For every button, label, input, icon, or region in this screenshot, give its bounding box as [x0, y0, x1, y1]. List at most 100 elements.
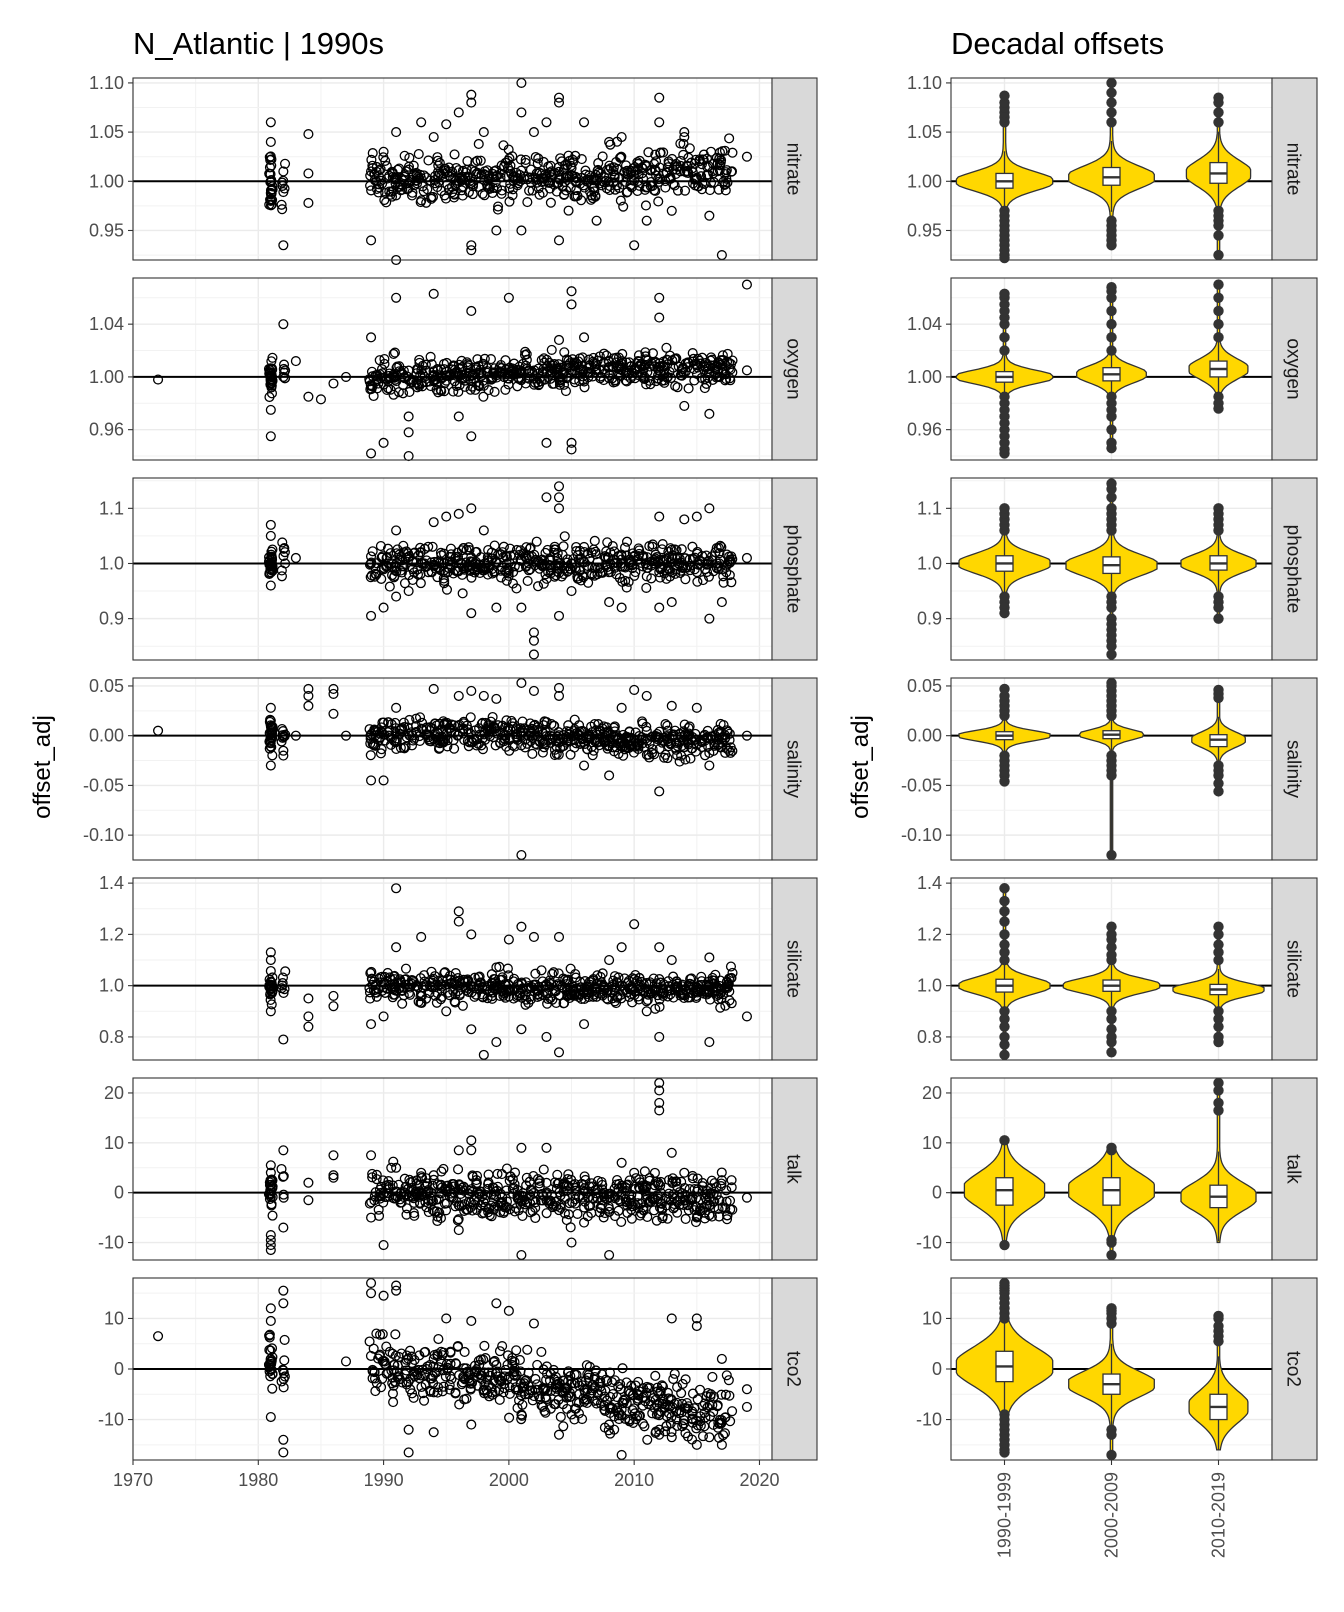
- data-point: [524, 185, 535, 196]
- data-point: [411, 557, 422, 568]
- data-point: [520, 154, 531, 165]
- data-point: [539, 357, 550, 368]
- y-tick-label: 10: [104, 1133, 124, 1153]
- data-point: [399, 150, 410, 161]
- y-tick-label: 1.0: [99, 976, 124, 996]
- data-point: [278, 363, 289, 375]
- data-point: [503, 568, 514, 579]
- outlier-point: [999, 607, 1010, 619]
- data-point: [379, 358, 390, 369]
- y-tick-label: 1.4: [99, 873, 124, 893]
- data-point: [654, 117, 665, 128]
- data-point: [741, 279, 752, 290]
- data-point: [541, 117, 552, 128]
- data-point: [279, 183, 290, 194]
- data-point: [266, 382, 277, 393]
- data-point: [265, 404, 276, 415]
- data-point: [500, 384, 511, 395]
- data-point: [425, 351, 436, 362]
- data-point: [649, 185, 660, 196]
- outlier-point: [1213, 305, 1224, 317]
- data-point: [477, 188, 488, 199]
- data-point: [315, 394, 326, 405]
- data-point: [496, 188, 507, 199]
- outlier-point: [1106, 305, 1117, 317]
- y-tick-label: 1.0: [917, 976, 942, 996]
- data-point: [641, 215, 652, 226]
- data-point: [265, 169, 276, 180]
- facet-strip-oxygen: [771, 277, 818, 461]
- data-point: [654, 292, 665, 303]
- data-point: [566, 299, 577, 310]
- data-point: [407, 187, 418, 198]
- data-point: [545, 197, 556, 208]
- data-point: [398, 365, 409, 376]
- data-point: [598, 348, 610, 359]
- y-tick-label: 1.00: [89, 171, 124, 191]
- data-point: [415, 169, 426, 180]
- data-point: [560, 386, 572, 397]
- data-point: [439, 378, 450, 389]
- data-point: [522, 197, 533, 208]
- x-tick-label: 1970: [113, 1470, 153, 1490]
- data-point: [679, 127, 690, 138]
- data-point: [553, 563, 564, 574]
- data-point: [516, 225, 527, 236]
- data-point: [560, 172, 572, 183]
- outlier-point: [1106, 87, 1117, 98]
- y-tick-label: 1.2: [917, 924, 942, 944]
- data-point: [587, 193, 598, 204]
- data-point: [681, 166, 693, 177]
- data-point: [388, 389, 399, 400]
- outlier-point: [999, 252, 1010, 264]
- panel-background: [133, 878, 772, 1060]
- data-point: [643, 147, 654, 158]
- data-point: [721, 374, 732, 385]
- data-point: [277, 537, 288, 548]
- data-point: [303, 197, 314, 208]
- data-point: [597, 151, 608, 162]
- data-point: [553, 97, 565, 108]
- data-point: [616, 151, 627, 162]
- y-tick-label: 1.00: [89, 367, 124, 387]
- data-point: [278, 359, 290, 370]
- data-point: [504, 196, 515, 207]
- data-point: [583, 372, 594, 383]
- data-point: [153, 374, 164, 385]
- data-point: [493, 201, 504, 212]
- facet-strip-nitrate-label: nitrate: [1283, 143, 1304, 196]
- data-point: [579, 382, 590, 393]
- outlier-point: [1106, 117, 1117, 128]
- data-point: [576, 154, 587, 165]
- y-tick-label: 1.1: [917, 498, 942, 518]
- data-point: [570, 171, 581, 182]
- outlier-point: [999, 776, 1010, 787]
- y-tick-label: 0.8: [917, 1027, 942, 1047]
- data-point: [720, 185, 731, 196]
- data-point: [570, 150, 581, 161]
- y-tick-label: 0.9: [99, 609, 124, 629]
- data-point: [404, 177, 415, 188]
- data-point: [364, 559, 376, 570]
- y-tick-label: 0.00: [907, 726, 942, 746]
- data-point: [566, 444, 577, 455]
- data-point: [276, 199, 287, 210]
- outlier-point: [999, 895, 1010, 907]
- data-point: [666, 205, 677, 216]
- data-point: [520, 157, 531, 168]
- data-point: [264, 162, 276, 173]
- data-point: [720, 178, 731, 189]
- data-point: [278, 240, 289, 251]
- data-point: [377, 178, 388, 189]
- data-point: [617, 348, 628, 360]
- data-point: [432, 152, 443, 163]
- data-point: [724, 373, 735, 384]
- data-point: [632, 185, 643, 197]
- data-point: [538, 578, 549, 589]
- data-point: [457, 588, 468, 599]
